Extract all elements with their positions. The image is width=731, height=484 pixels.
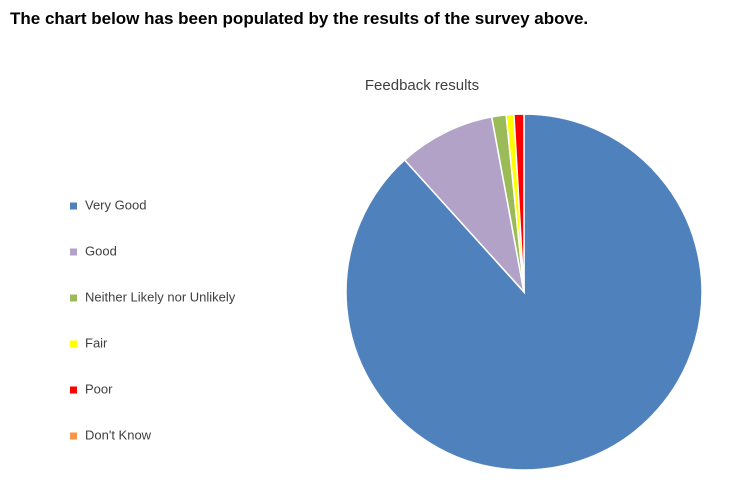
legend-label: Don't Know [85,427,152,442]
legend-label: Fair [85,335,108,350]
legend-label: Poor [85,381,113,396]
legend-swatch [70,386,77,394]
pie-slice [403,116,526,295]
legend-swatch [70,248,77,256]
legend-label: Very Good [85,197,146,212]
chart-title: Feedback results [365,77,479,94]
legend-swatch [70,432,77,440]
legend-label: Good [85,243,117,258]
pie-slice [513,113,525,293]
legend-swatch [70,294,77,302]
legend-swatch [70,340,77,348]
legend-label: Neither Likely nor Unlikely [85,289,236,304]
heading: The chart below has been populated by th… [10,9,589,28]
legend-swatch [70,202,77,210]
